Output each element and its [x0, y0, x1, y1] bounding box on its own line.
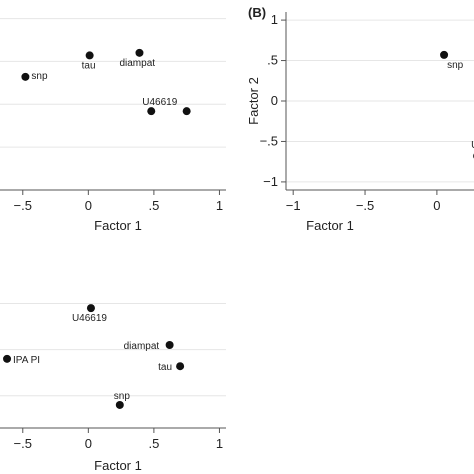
point-label: U46619: [72, 313, 107, 324]
panel-a-x-axis-title: Factor 1: [94, 218, 142, 233]
data-point: [182, 107, 191, 116]
point-label: IPA PI: [13, 355, 40, 366]
data-point: [86, 304, 95, 313]
panel-c-gridlines: [0, 303, 226, 397]
data-point: [3, 354, 12, 363]
point-label: snp: [31, 71, 48, 82]
panel-c: −.5 0 .5 1 U46619 diampat IPA PI tau snp Factor…: [0, 303, 226, 473]
x-tick-label: 0: [85, 436, 92, 451]
y-tick-label: 1: [271, 12, 278, 27]
x-tick-label: 1: [216, 198, 223, 213]
x-tick-label: 1: [216, 436, 223, 451]
point-label: diampat: [124, 341, 160, 352]
data-point: [147, 107, 156, 116]
x-tick-label: .5: [148, 436, 159, 451]
point-label: tau: [82, 60, 96, 71]
panel-a-axes: −.5 0 .5 1: [0, 189, 226, 213]
x-tick-label: −.5: [356, 198, 374, 213]
panel-a: −.5 0 .5 1 snp tau diampat U46619 Factor 1: [0, 18, 226, 233]
panel-c-x-axis-title: Factor 1: [94, 458, 142, 473]
data-point: [21, 72, 30, 81]
panel-b-points: snp U46: [440, 50, 474, 159]
panel-b-label: (B): [248, 5, 266, 20]
panel-b-y-axis-title: Factor 2: [246, 77, 261, 125]
x-tick-label: −.5: [14, 198, 32, 213]
panel-b-gridlines: [286, 19, 474, 183]
panel-c-points: U46619 diampat IPA PI tau snp: [3, 304, 185, 409]
data-point: [165, 341, 174, 349]
data-point: [440, 50, 449, 59]
point-label: diampat: [119, 58, 155, 69]
data-point: [115, 400, 124, 409]
data-point: [85, 51, 94, 60]
point-label: tau: [158, 362, 172, 373]
x-tick-label: 0: [433, 198, 440, 213]
x-tick-label: 0: [85, 198, 92, 213]
point-label: U46: [471, 140, 474, 151]
panel-a-gridlines: [0, 18, 226, 191]
y-tick-label: .5: [267, 53, 278, 68]
point-label: U46619: [142, 97, 177, 108]
point-label: snp: [447, 60, 464, 71]
point-label: snp: [114, 391, 131, 402]
panel-a-points: snp tau diampat U46619: [21, 48, 191, 116]
x-tick-label: .5: [148, 198, 159, 213]
y-tick-label: −.5: [260, 133, 278, 148]
y-tick-label: −1: [263, 174, 278, 189]
panel-b-axes: −1 −.5 0 −1 −.5 0 .5 1: [260, 12, 474, 213]
data-point: [135, 48, 144, 57]
x-tick-label: −.5: [14, 436, 32, 451]
panel-b-x-axis-title: Factor 1: [306, 218, 354, 233]
panel-c-axes: −.5 0 .5 1: [0, 427, 226, 451]
x-tick-label: −1: [286, 198, 301, 213]
panel-b: −1 −.5 0 −1 −.5 0 .5 1 snp U46 Factor 1 Factor 2…: [246, 5, 474, 233]
data-point: [176, 362, 185, 371]
y-tick-label: 0: [271, 93, 278, 108]
